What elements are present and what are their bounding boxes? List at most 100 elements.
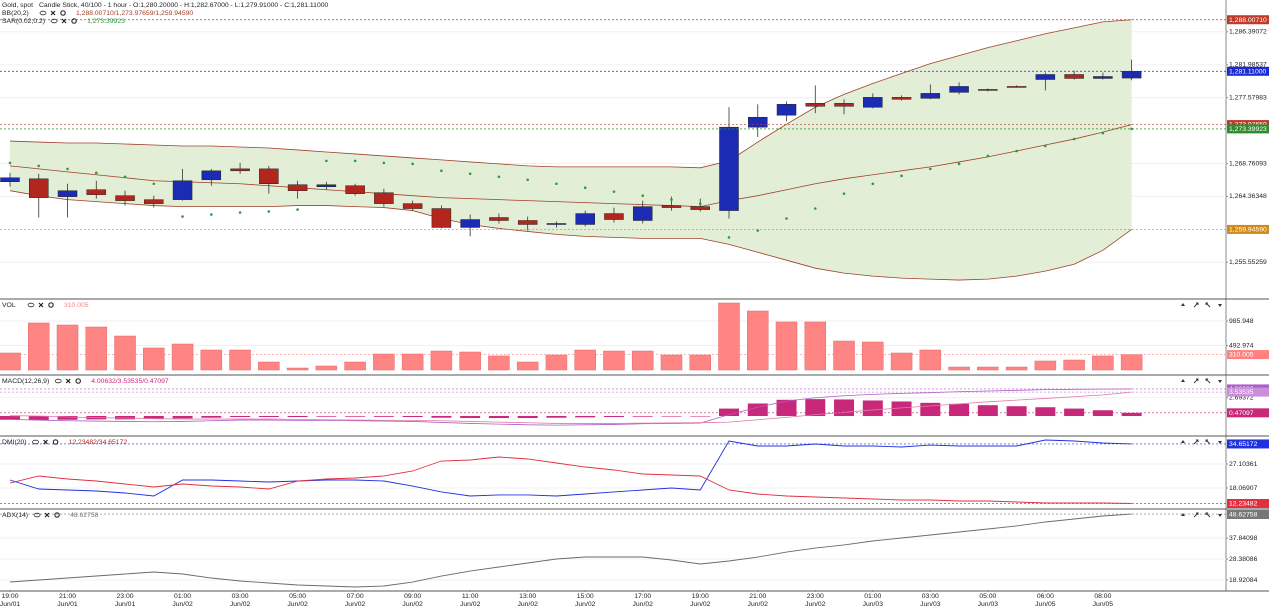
marker-label: 1,288.00710 (1229, 17, 1267, 24)
macd-histogram-bar (805, 399, 826, 417)
sar-dot (210, 213, 213, 216)
candle-body (345, 185, 365, 194)
sar-dot (526, 178, 529, 182)
x-tick-label: 01:00 (864, 593, 881, 600)
macd-histogram-bar (776, 399, 797, 417)
macd-histogram-bar (431, 416, 452, 418)
sar-dot (382, 161, 386, 165)
pane-title: MACD(12,26,9) (2, 378, 49, 385)
volume-bar (833, 340, 855, 371)
macd-histogram-bar (57, 416, 78, 420)
candle-body (575, 213, 595, 225)
x-tick-label: 13:00 (519, 593, 536, 600)
pane-down (1218, 380, 1222, 383)
pane-title: VOL (2, 302, 16, 309)
pane-readout: 4.00632/3.53535/0.47097 (91, 378, 169, 385)
x-tick-date: Jun/02 (287, 601, 308, 608)
indicator-line (9, 456, 1132, 504)
volume-bar (229, 349, 251, 371)
macd-histogram-bar (949, 403, 970, 417)
pane-collapse (1205, 439, 1211, 445)
macd-histogram-bar (546, 416, 567, 418)
candle-body (661, 205, 682, 208)
pane-collapse (1205, 302, 1211, 308)
x-tick-date: Jun/02 (172, 601, 193, 608)
y-tick-label: 27.10361 (1229, 461, 1258, 468)
macd-histogram-bar (1092, 410, 1113, 417)
icon-eye (32, 439, 39, 445)
x-tick-label: 19:00 (1, 593, 18, 600)
macd-histogram-bar (0, 416, 20, 420)
volume-bar (660, 354, 683, 371)
macd-histogram-bar (517, 416, 538, 419)
sar-dot (842, 192, 846, 195)
marker-box (1227, 224, 1269, 234)
volume-bar (344, 361, 366, 371)
volume-bar (85, 326, 108, 371)
icon-eye (33, 512, 41, 518)
volume-bar (1034, 360, 1057, 371)
icon-settings (54, 512, 60, 518)
volume-bar (1092, 355, 1114, 371)
candle-body (1064, 74, 1084, 79)
icon-eye (39, 10, 47, 16)
macd-histogram-bar (373, 416, 394, 417)
macd-histogram-bar (920, 402, 941, 417)
volume-bar (977, 366, 999, 371)
candle-body (1121, 71, 1142, 79)
candle-body (489, 217, 509, 221)
x-tick-label: 05:00 (289, 593, 306, 600)
candle-body (719, 126, 739, 211)
macd-histogram-bar (488, 416, 509, 419)
volume-bar (631, 350, 654, 371)
candle-body (834, 103, 854, 107)
sar-dot (1044, 144, 1047, 148)
volume-bar (804, 321, 827, 371)
y-tick-label: 28.38086 (1229, 556, 1258, 563)
pane-0 (0, 19, 1226, 281)
pane-down (1218, 304, 1222, 307)
pane-3 (0, 439, 1226, 504)
marker-label: 1,273.39923 (1229, 126, 1267, 133)
pane-down (1218, 441, 1222, 444)
marker-label: 12.23482 (1229, 501, 1258, 508)
y-tick-label: 1,281.98537 (1229, 62, 1267, 69)
volume-bar (459, 351, 481, 371)
macd-histogram-bar (287, 416, 308, 418)
volume-bar (258, 361, 280, 371)
volume-bar (286, 367, 309, 371)
sar-dot (296, 208, 299, 211)
volume-bar (488, 355, 510, 371)
volume-bar (171, 343, 194, 371)
y-tick-label: 1,268.76093 (1229, 160, 1267, 167)
sar-dot (1072, 137, 1076, 141)
sar-dot (641, 194, 645, 197)
candle-body (29, 178, 49, 198)
x-tick-label: 23:00 (807, 593, 824, 600)
sar-dot (929, 167, 932, 171)
macd-histogram-bar (891, 401, 912, 417)
x-tick-date: Jun/02 (805, 601, 826, 608)
x-tick-date: Jun/02 (748, 601, 769, 608)
macd-histogram-bar (172, 416, 193, 419)
volume-bar (603, 350, 625, 371)
pane-expand (1193, 378, 1199, 384)
y-tick-label: 492.974 (1229, 342, 1254, 349)
candle-body (920, 93, 941, 99)
sar-dot (813, 207, 817, 210)
volume-bar (890, 352, 913, 371)
sar-dot (238, 211, 242, 214)
candle-body (431, 208, 452, 228)
x-tick-label: 07:00 (347, 593, 364, 600)
icon-close (65, 378, 71, 384)
sar-dot (583, 186, 587, 190)
x-tick-date: Jun/02 (230, 601, 251, 608)
x-tick-date: Jun/02 (690, 601, 711, 608)
candle-body (374, 192, 394, 204)
signal-line (9, 391, 1132, 424)
x-tick-date: Jun/02 (345, 601, 366, 608)
macd-histogram-bar (603, 416, 624, 418)
pane-collapse (1205, 512, 1211, 518)
icon-close (38, 302, 44, 308)
